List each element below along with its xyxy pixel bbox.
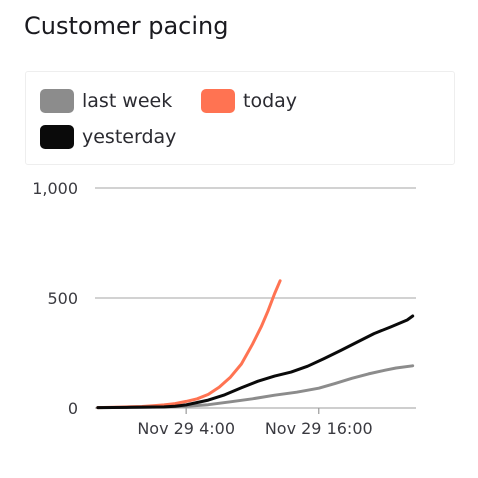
series-line-yesterday	[96, 314, 415, 410]
series-line-last-week	[96, 364, 415, 410]
legend-swatch-last-week	[40, 89, 74, 113]
x-tick-label: Nov 29 16:00	[265, 419, 373, 438]
x-tick-label: Nov 29 4:00	[137, 419, 235, 438]
y-tick-label: 1,000	[32, 179, 78, 198]
legend: last week today yesterday	[25, 71, 455, 165]
legend-item-last-week[interactable]: last week	[40, 88, 172, 114]
legend-swatch-today	[201, 89, 235, 113]
chart-title: Customer pacing	[24, 12, 229, 40]
y-axis-ticks: 0 500 1,000	[32, 179, 78, 418]
legend-item-yesterday[interactable]: yesterday	[40, 124, 176, 150]
legend-label-yesterday: yesterday	[82, 126, 177, 148]
legend-item-today[interactable]: today	[201, 88, 297, 114]
y-tick-label: 0	[68, 399, 78, 418]
legend-label-last-week: last week	[82, 90, 173, 112]
legend-label-today: today	[243, 90, 298, 112]
legend-swatch-yesterday	[40, 125, 74, 149]
y-tick-label: 500	[47, 289, 78, 308]
series-lines	[96, 279, 415, 410]
series-line-today	[96, 279, 282, 410]
x-axis-ticks: Nov 29 4:00 Nov 29 16:00	[137, 408, 373, 438]
